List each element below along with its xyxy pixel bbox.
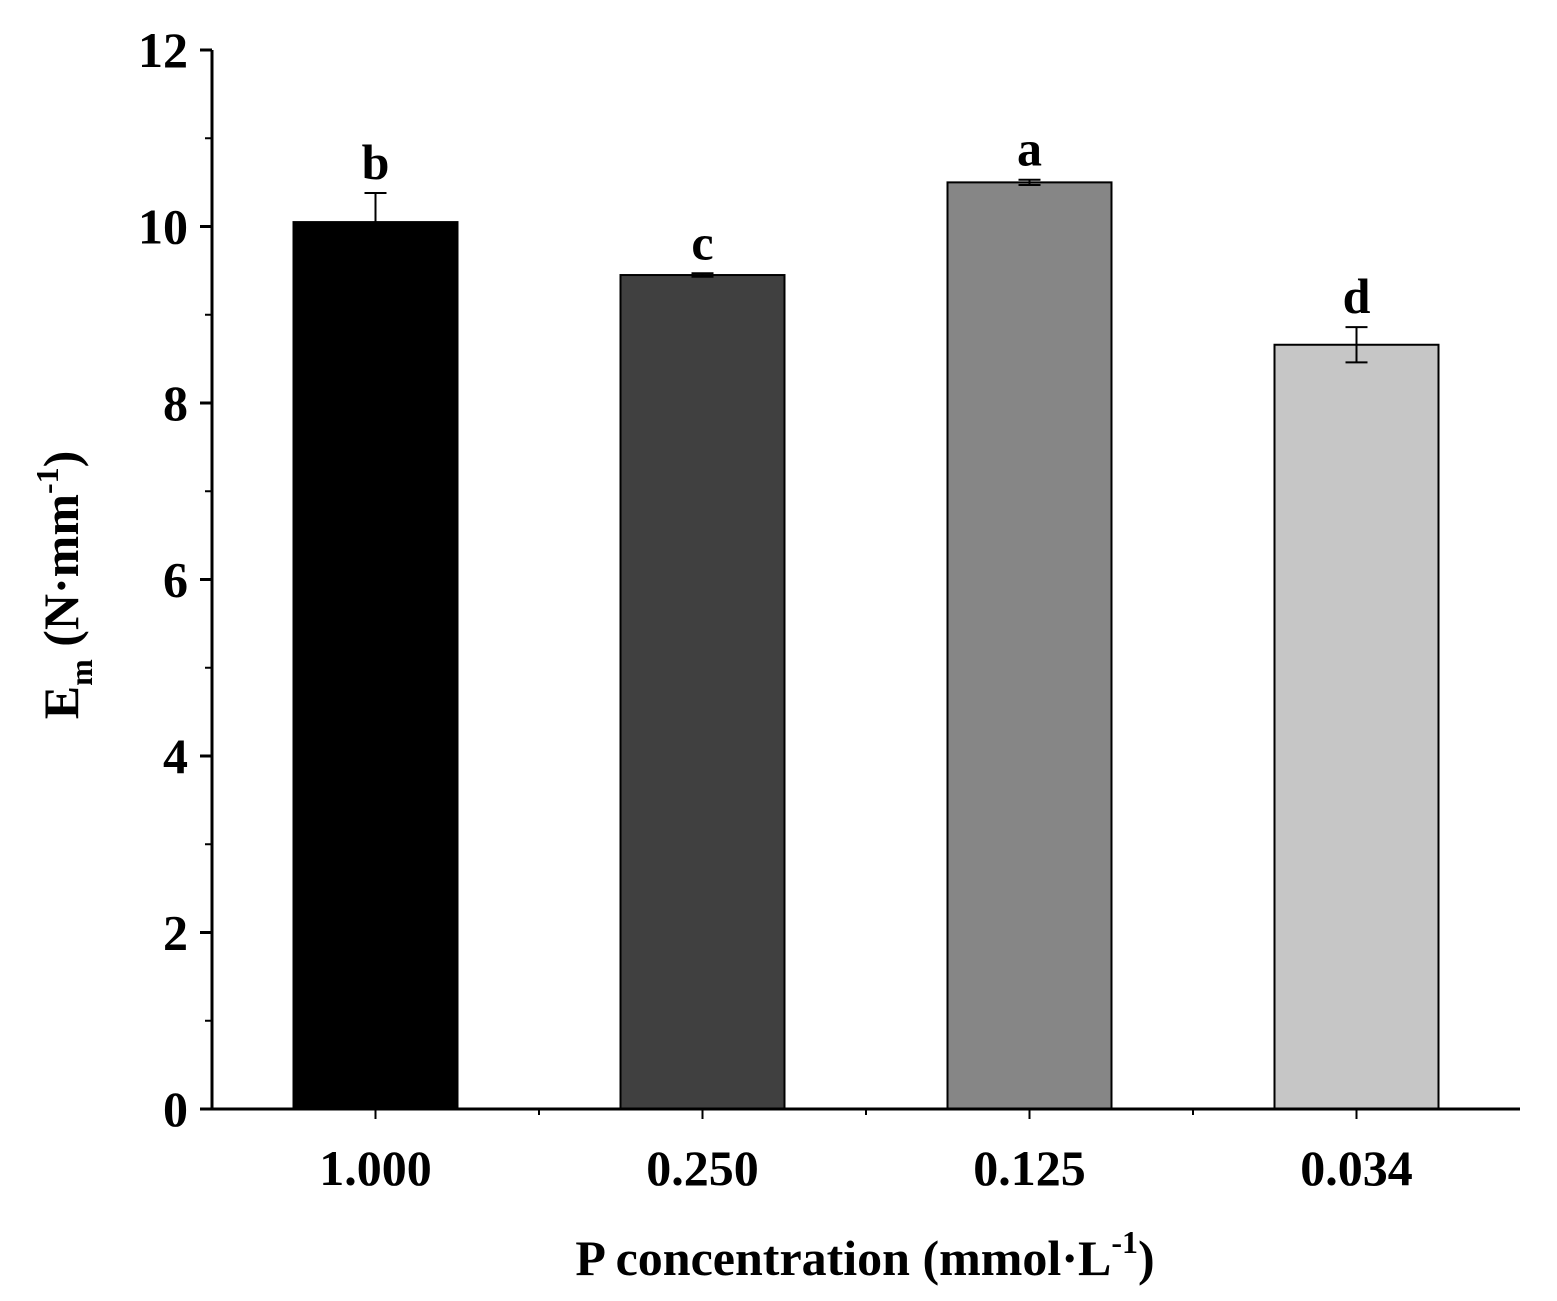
significance-label-b: b (362, 134, 390, 190)
y-axis-title: Em (N·mm-1) (29, 451, 99, 720)
y-tick-label-8: 8 (163, 375, 188, 431)
error-bar-0.250 (691, 272, 714, 278)
bar-1.000 (292, 221, 459, 1110)
y-tick-label-4: 4 (163, 728, 188, 784)
x-tick-label-1.000: 1.000 (319, 1140, 432, 1196)
y-tick-label-6: 6 (163, 552, 188, 608)
bar-0.034 (1273, 343, 1440, 1110)
significance-labels-group: b c a d (362, 121, 1371, 324)
significance-label-c: c (691, 214, 713, 270)
bar-0.125 (946, 181, 1113, 1110)
error-bar-1.000 (364, 191, 387, 253)
significance-label-a: a (1017, 121, 1042, 177)
y-tick-label-10: 10 (138, 199, 188, 255)
y-tick-label-0: 0 (163, 1081, 188, 1137)
bar-0.250 (619, 274, 786, 1111)
x-tick-label-0.034: 0.034 (1300, 1140, 1413, 1196)
error-bars-group (364, 178, 1368, 364)
y-tick-label-12: 12 (138, 22, 188, 78)
x-tick-label-0.250: 0.250 (646, 1140, 759, 1196)
x-axis-title: P concentration (mmol·L-1) (575, 1224, 1154, 1286)
error-bar-0.034 (1345, 326, 1368, 364)
x-tick-labels-group: 1.000 0.250 0.125 0.034 (319, 1140, 1413, 1196)
y-tick-labels-group: 0 2 4 6 8 10 12 (138, 22, 188, 1137)
x-tick-label-0.125: 0.125 (973, 1140, 1086, 1196)
error-bar-0.125 (1018, 178, 1041, 187)
axes-group (200, 48, 1520, 1119)
significance-label-d: d (1343, 268, 1371, 324)
bars-group (292, 181, 1440, 1111)
y-tick-label-2: 2 (163, 905, 188, 961)
